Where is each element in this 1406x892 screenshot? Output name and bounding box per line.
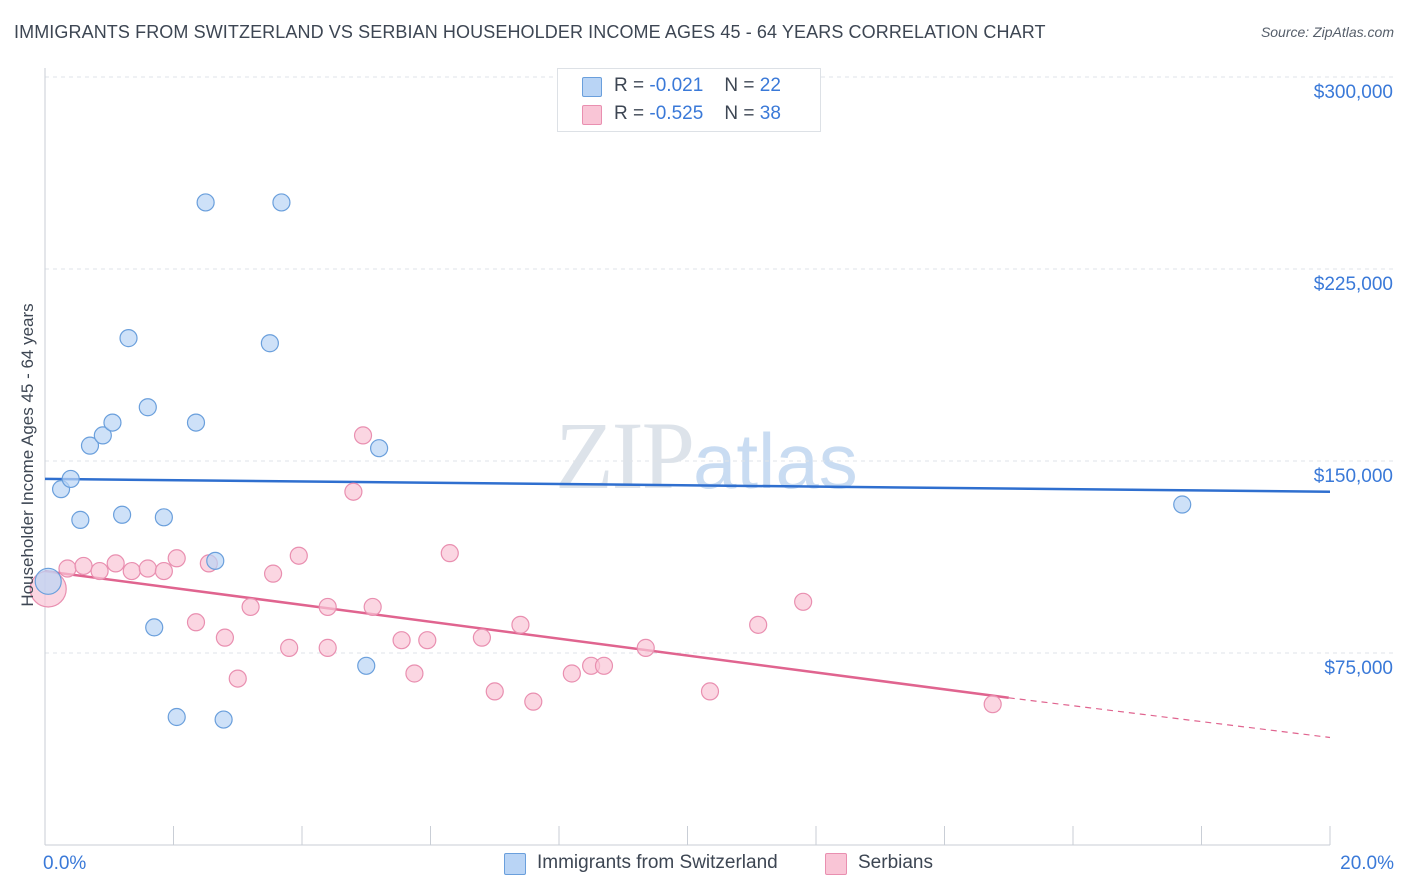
y-tick-label: $75,000 [1324,658,1393,679]
legend-n-label: N = [724,75,755,96]
point-serbians [353,426,373,445]
source-label: Source: ZipAtlas.com [1260,24,1394,40]
y-tick-label: $150,000 [1314,466,1393,487]
legend-swatch-pink [582,105,602,125]
y-axis-label: Householder Income Ages 45 - 64 years [18,303,37,607]
point-serbians [440,544,459,563]
watermark-zip: ZIP [555,402,695,509]
correlation-legend: R = -0.021 N = 22 R = -0.525 N = 38 [557,68,821,132]
point-serbians [228,669,247,688]
point-switzerland [112,505,132,524]
point-switzerland [272,193,291,212]
point-serbians [524,692,543,711]
point-switzerland [206,551,225,570]
point-serbians [167,549,186,568]
trend-lines [44,477,1331,739]
trend-line-switzerland [44,477,1331,493]
point-serbians [363,597,382,617]
point-switzerland [80,436,100,455]
chart-title: IMMIGRANTS FROM SWITZERLAND VS SERBIAN H… [14,22,1046,42]
point-serbians [263,564,283,583]
axes [44,68,1331,846]
legend-n-value: 38 [759,103,781,124]
point-switzerland [214,710,233,729]
point-serbians [318,597,337,617]
point-switzerland [154,508,173,527]
point-serbians [58,559,77,578]
point-serbians [138,559,157,578]
legend-label: Serbians [858,852,933,873]
legend-r-label: R = [614,75,645,96]
gridlines [45,76,1395,654]
point-serbians [318,638,337,657]
tick-labels: $75,000 $150,000 $225,000 $300,000 0.0% 20.0% [43,82,1394,874]
point-serbians [794,592,813,611]
point-serbians [154,561,173,581]
legend-swatch-pink [825,853,847,875]
point-switzerland [145,618,164,637]
x-tick-label: 0.0% [43,853,86,874]
point-serbians [186,613,206,632]
legend-swatch-blue [582,77,602,97]
point-serbians [749,615,768,634]
point-serbians [594,656,614,675]
point-serbians [983,695,1002,714]
point-switzerland [93,426,112,445]
point-serbians [106,554,125,573]
point-switzerland [357,656,376,675]
point-switzerland [61,469,80,489]
point-switzerland [138,398,157,417]
point-serbians [74,556,93,576]
point-serbians [511,615,530,634]
point-serbians [700,682,720,701]
trend-line-serbians-extension [1008,697,1331,739]
point-switzerland [34,567,62,595]
point-switzerland [103,413,122,432]
data-points [29,193,1192,729]
x-tick-label: 20.0% [1340,853,1394,874]
legend-n-value: 22 [759,75,781,96]
point-switzerland [186,413,206,432]
point-serbians [418,631,437,650]
legend-r-value: -0.525 [649,103,704,124]
point-serbians [405,664,424,683]
point-switzerland [370,439,389,458]
trend-line-serbians [44,569,1009,700]
point-serbians [280,638,299,657]
point-serbians [472,628,491,647]
point-switzerland [167,707,186,727]
point-serbians [90,561,109,581]
point-serbians [215,628,234,647]
y-tick-label: $225,000 [1314,274,1393,295]
point-switzerland [119,329,138,348]
legend-n-label: N = [724,103,755,124]
legend-r-value: -0.021 [649,75,704,96]
legend-r-label: R = [614,103,645,124]
point-serbians [241,597,260,617]
y-tick-label: $300,000 [1314,82,1393,103]
point-switzerland [260,334,279,353]
point-switzerland [71,510,90,529]
point-switzerland [196,193,215,212]
point-serbians [485,682,504,701]
point-switzerland [1173,495,1192,514]
point-serbians [562,664,581,683]
point-serbians [122,561,141,581]
point-serbians [289,546,308,565]
point-serbians [636,638,655,657]
legend-swatch-blue [504,853,526,875]
point-serbians [344,482,363,501]
legend-label: Immigrants from Switzerland [537,852,778,873]
point-serbians [392,631,411,650]
